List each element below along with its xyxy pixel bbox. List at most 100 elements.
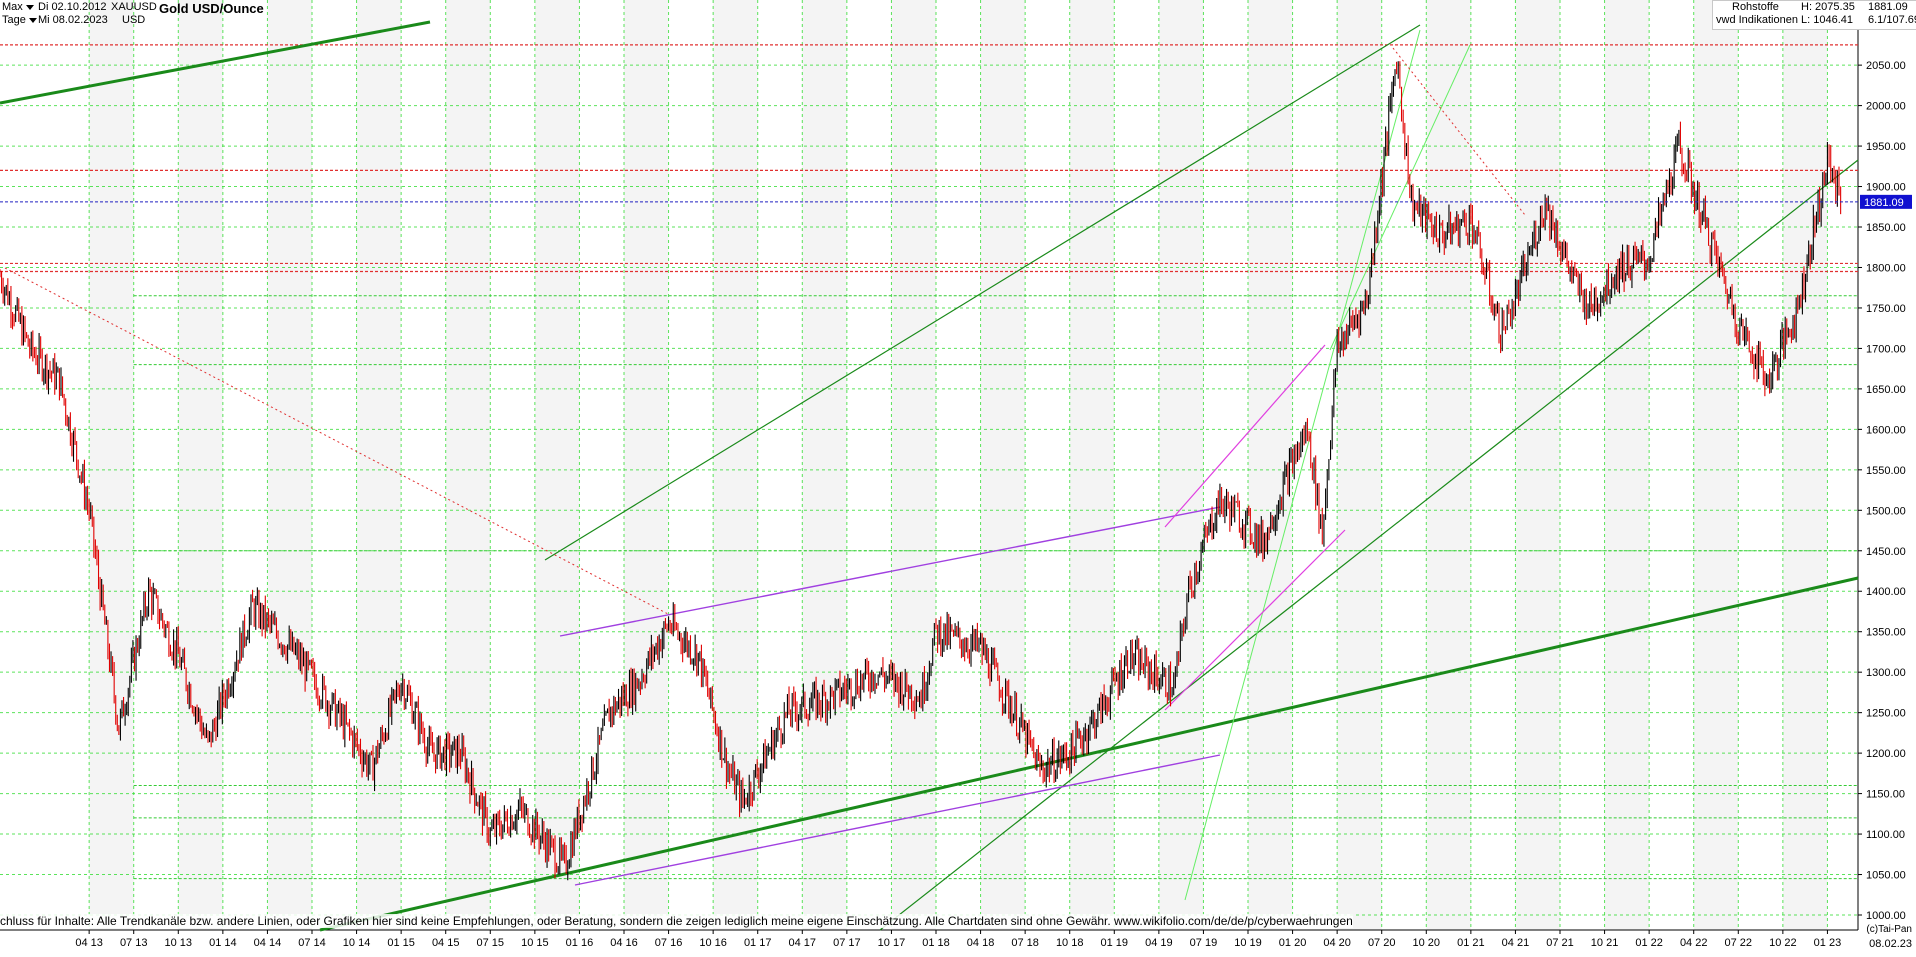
shade-band	[624, 0, 669, 930]
x-tick-label: 01 21	[1457, 937, 1485, 949]
x-tick-label: 01 19	[1101, 937, 1129, 949]
x-tick-label: 04 19	[1145, 937, 1173, 949]
copyright: (c)Tai-Pan	[1866, 924, 1912, 935]
info-box	[1712, 0, 1916, 30]
x-tick-label: 10 19	[1234, 937, 1262, 949]
x-tick-label: 04 14	[254, 937, 282, 949]
y-tick-label: 1550.00	[1866, 465, 1906, 477]
x-tick-label: 10 18	[1056, 937, 1084, 949]
shade-band	[1158, 0, 1204, 930]
period-label: Tage	[2, 14, 26, 26]
chevron-down-icon	[28, 17, 37, 23]
y-tick-label: 1100.00	[1866, 829, 1905, 841]
x-tick-label: 04 18	[967, 937, 995, 949]
shade-band	[1693, 0, 1739, 930]
y-tick-label: 1850.00	[1866, 222, 1906, 234]
x-tick-label: 10 20	[1413, 937, 1441, 949]
shade-band	[1337, 0, 1382, 930]
candles	[0, 61, 1842, 881]
x-tick-label: 07 16	[655, 937, 683, 949]
x-tick-label: 07 19	[1190, 937, 1218, 949]
x-tick-label: 01 23	[1814, 937, 1842, 949]
x-tick-label: 01 14	[209, 937, 237, 949]
y-tick-label: 1750.00	[1866, 303, 1906, 315]
y-tick-label: 1250.00	[1866, 708, 1906, 720]
y-tick-label: 1000.00	[1866, 910, 1906, 922]
y-tick-label: 1900.00	[1866, 182, 1906, 194]
y-tick-label: 1600.00	[1866, 424, 1906, 436]
channel-lower-line	[879, 159, 1859, 931]
current-price-label: 1881.09	[1864, 197, 1904, 209]
x-tick-label: 04 21	[1502, 937, 1530, 949]
x-tick-label: 04 15	[432, 937, 460, 949]
symbol: XAUUSD	[111, 1, 157, 13]
x-tick-label: 07 22	[1725, 937, 1753, 949]
period-selector[interactable]: Tage	[2, 14, 37, 27]
trend-channel-top	[0, 20, 431, 105]
currency: USD	[122, 14, 146, 26]
x-tick-label: 04 17	[789, 937, 817, 949]
x-tick-label: 04 13	[75, 937, 103, 949]
x-tick-label: 04 22	[1680, 937, 1708, 949]
y-tick-label: 1950.00	[1866, 141, 1906, 153]
shade-band	[89, 0, 134, 930]
y-tick-label: 1450.00	[1866, 546, 1906, 558]
x-tick-label: 10 21	[1591, 937, 1619, 949]
y-tick-label: 1400.00	[1866, 586, 1906, 598]
y-tick-label: 1350.00	[1866, 627, 1906, 639]
y-tick-label: 1200.00	[1866, 748, 1906, 760]
y-tick-label: 1700.00	[1866, 343, 1906, 355]
range-label: Max	[2, 1, 23, 13]
shade-band	[891, 0, 936, 930]
chart-title: Gold USD/Ounce	[159, 1, 264, 16]
x-tick-label: 10 14	[343, 937, 371, 949]
downtrend-dotted	[4, 267, 671, 616]
x-tick-label: 07 15	[477, 937, 505, 949]
steep-trend-line-2	[1329, 44, 1471, 351]
ratio: 6.1/107.69	[1868, 14, 1916, 26]
x-tick-label: 10 15	[521, 937, 549, 949]
shade-band	[1604, 0, 1650, 930]
x-tick-label: 01 15	[387, 937, 415, 949]
y-tick-label: 1800.00	[1866, 262, 1906, 274]
shade-band	[980, 0, 1026, 930]
category: Rohstoffe	[1732, 1, 1779, 13]
y-tick-label: 2000.00	[1866, 101, 1906, 113]
start-date: Di 02.10.2012	[38, 1, 107, 13]
current-price-badge	[1860, 194, 1912, 209]
shade-band	[445, 0, 491, 930]
purple-trend-lower	[574, 754, 1221, 886]
x-tick-label: 10 22	[1769, 937, 1797, 949]
last-value: 1881.09	[1868, 1, 1908, 13]
shade-band	[534, 0, 580, 930]
purple-trend-upper	[559, 506, 1221, 637]
shade-band	[1069, 0, 1115, 930]
chevron-down-icon	[25, 4, 34, 10]
shade-band	[1426, 0, 1471, 930]
x-tick-label: 01 18	[922, 937, 950, 949]
y-tick-label: 1500.00	[1866, 505, 1906, 517]
x-tick-label: 04 20	[1323, 937, 1351, 949]
range-selector[interactable]: Max	[2, 1, 34, 14]
y-tick-label: 1050.00	[1866, 870, 1906, 882]
y-tick-label: 2050.00	[1866, 60, 1906, 72]
long-term-support-trend	[319, 576, 1859, 932]
x-tick-label: 01 17	[744, 937, 772, 949]
shade-band	[178, 0, 223, 930]
axis-end-date: 08.02.23	[1869, 938, 1912, 950]
magenta-trend-upper	[1164, 344, 1326, 528]
x-tick-label: 07 13	[120, 937, 148, 949]
downtrend-2	[1392, 47, 1526, 216]
x-tick-label: 07 17	[833, 937, 861, 949]
x-tick-label: 04 16	[610, 937, 638, 949]
y-tick-label: 1300.00	[1866, 667, 1906, 679]
x-tick-label: 07 20	[1368, 937, 1396, 949]
y-tick-label: 1150.00	[1866, 789, 1905, 801]
shade-band	[356, 0, 402, 930]
shade-band	[1515, 0, 1560, 930]
shade-band	[802, 0, 847, 930]
source: vwd Indikationen	[1716, 14, 1798, 26]
x-tick-label: 07 14	[298, 937, 326, 949]
x-tick-label: 10 13	[165, 937, 193, 949]
